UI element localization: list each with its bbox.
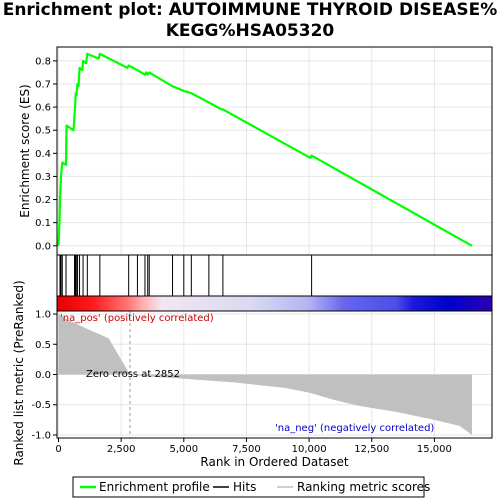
hits-panel <box>56 254 493 312</box>
es-ytick-label: 0.2 <box>35 195 51 206</box>
es-ytick-label: 0.0 <box>35 241 51 252</box>
xtick-label: 5,000 <box>169 444 198 455</box>
ranked-metric-panel: 1.0 0.5 0.0 -0.5 -1.0 'na_pos' (positively co… <box>12 280 493 466</box>
legend-profile-label: Enrichment profile <box>99 480 210 494</box>
xtick-label: 7,500 <box>232 444 261 455</box>
es-ytick-label: 0.7 <box>35 79 51 90</box>
x-axis: 0 2,500 5,000 7,500 10,000 12,500 15,000 Rank i… <box>55 438 452 469</box>
es-ylabel: Enrichment score (ES) <box>18 84 32 217</box>
neg-correlated-label: 'na_neg' (negatively correlated) <box>275 423 434 434</box>
ranking-color-bar <box>57 296 492 311</box>
x-axis-label: Rank in Ordered Dataset <box>200 455 348 469</box>
ranking-metric-area <box>58 314 472 435</box>
xtick-label: 12,500 <box>354 444 389 455</box>
metric-ytick-label: -0.5 <box>31 400 51 411</box>
es-ytick-label: 0.5 <box>35 126 51 137</box>
legend-hits-label: Hits <box>233 480 256 494</box>
xtick-label: 0 <box>55 444 61 455</box>
metric-plot-border <box>56 310 493 439</box>
xtick-label: 15,000 <box>417 444 452 455</box>
es-plot-frame <box>56 46 493 256</box>
enrichment-score-panel: 0.0 0.1 0.2 0.3 0.4 0.5 0.6 0.7 0.8 Enrichment sc… <box>18 46 493 256</box>
metric-ytick-label: 1.0 <box>35 310 51 321</box>
es-ytick-label: 0.1 <box>35 218 51 229</box>
metric-ylabel: Ranked list metric (PreRanked) <box>12 280 26 465</box>
metric-ytick-label: 0.0 <box>35 370 51 381</box>
es-ytick-label: 0.3 <box>35 172 51 183</box>
legend-box <box>72 476 425 498</box>
chart-title-line-1: Enrichment plot: AUTOIMMUNE THYROID DISE… <box>2 0 498 20</box>
es-ytick-label: 0.4 <box>35 149 51 160</box>
xtick-label: 2,500 <box>107 444 136 455</box>
xtick-label: 10,000 <box>292 444 327 455</box>
pos-correlated-label: 'na_pos' (positively correlated) <box>60 313 214 324</box>
legend: Enrichment profile Hits Ranking metric sco… <box>72 476 430 498</box>
enrichment-profile-line <box>57 52 473 247</box>
chart-title: Enrichment plot: AUTOIMMUNE THYROID DISE… <box>0 0 500 42</box>
chart-title-line-2: KEGG%HSA05320 <box>165 21 335 41</box>
legend-metric-label: Ranking metric scores <box>297 480 430 494</box>
zero-cross-label: Zero cross at 2852 <box>86 369 180 380</box>
es-ytick-label: 0.8 <box>35 56 51 67</box>
metric-ytick-label: 0.5 <box>35 340 51 351</box>
es-ytick-label: 0.6 <box>35 103 51 114</box>
metric-ytick-label: -1.0 <box>31 430 51 441</box>
